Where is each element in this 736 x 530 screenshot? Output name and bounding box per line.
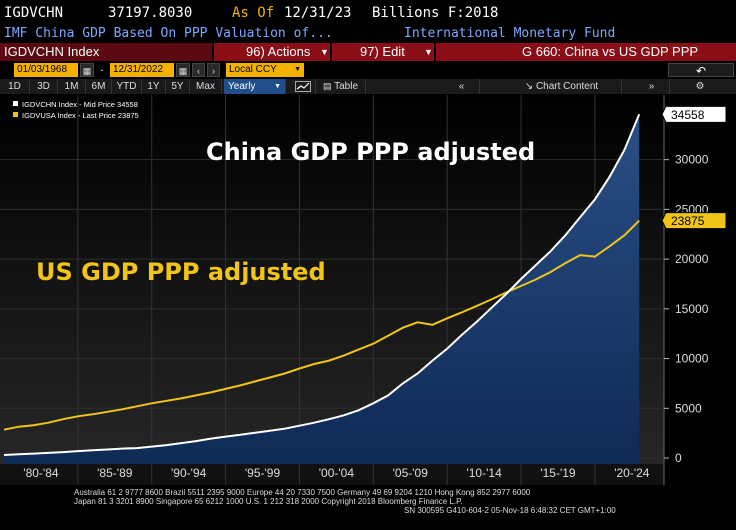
chart-title-box: G 660: China vs US GDP PPP (436, 43, 736, 61)
date-range-bar: 01/03/1968 ▦ - 12/31/2022 ▦ ‹ › Local CC… (0, 62, 736, 78)
chevron-down-icon: ▼ (424, 47, 433, 57)
edit-label: 97) Edit (360, 44, 405, 59)
actions-label: 96) Actions (246, 44, 311, 59)
index-name-box[interactable]: IGDVCHN Index (0, 43, 212, 61)
start-date-value: 01/03/1968 (17, 64, 68, 75)
header-bar: IGDVCHN 37197.8030 As Of 12/31/23 Billio… (0, 0, 736, 26)
range-dash: - (96, 63, 108, 77)
undo-icon[interactable]: ↶ (668, 63, 734, 78)
tab-ytd[interactable]: YTD (112, 79, 142, 94)
gear-icon[interactable]: ⚙ (695, 81, 705, 92)
actions-menu[interactable]: 96) Actions ▼ (214, 43, 330, 61)
table-button[interactable]: ▤ Table (316, 79, 366, 94)
y-tick-label: 20000 (675, 252, 709, 266)
frequency-value: Yearly (228, 81, 256, 92)
us-gdp-line[interactable] (3, 219, 640, 431)
expand-icon[interactable]: » (634, 79, 670, 94)
y-tick-label: 15000 (675, 302, 709, 316)
us-annotation: US GDP PPP adjusted (36, 258, 326, 286)
end-date-value: 12/31/2022 (113, 64, 164, 75)
x-tick-label: '90-'94 (171, 466, 207, 480)
tab-1d[interactable]: 1D (0, 79, 30, 94)
description: IMF China GDP Based On PPP Valuation of.… (4, 26, 333, 41)
y-tick-label: 10000 (675, 352, 709, 366)
x-tick-label: '85-'89 (97, 466, 133, 480)
prev-period-icon[interactable]: ‹ (192, 63, 205, 77)
edit-menu[interactable]: 97) Edit ▼ (332, 43, 434, 61)
chart-content-button[interactable]: ↘ Chart Content (502, 79, 622, 94)
frequency-select[interactable]: Yearly ▼ (224, 79, 286, 94)
tab-5y[interactable]: 5Y (166, 79, 190, 94)
y-tick-label: 5000 (675, 401, 702, 415)
footer-contacts-line: Australia 61 2 9777 8600 Brazil 5511 239… (74, 488, 531, 497)
legend-entry-us: IGDVUSA Index - Last Price 23875 (22, 111, 139, 120)
period-tabs: 1D 3D 1M 6M YTD 1Y 5Y Max Yearly ▼ ▤ Tab… (0, 79, 736, 94)
chevron-down-icon: ▼ (294, 66, 301, 73)
footer: Australia 61 2 9777 8600 Brazil 5511 239… (0, 486, 736, 530)
tab-1y[interactable]: 1Y (142, 79, 166, 94)
china-gdp-line[interactable] (3, 113, 641, 456)
china-last-value-badge: 34558 (661, 105, 727, 123)
x-tick-label: '10-'14 (466, 466, 502, 480)
tab-3d[interactable]: 3D (30, 79, 58, 94)
x-axis-ticks: '80-'84 '85-'89 '90-'94 '95-'99 '00-'04 '05-'… (23, 466, 650, 480)
china-annotation: China GDP PPP adjusted (206, 138, 535, 166)
source: International Monetary Fund (404, 26, 616, 41)
collapse-icon[interactable]: « (444, 79, 480, 94)
chart-content-label: Chart Content (535, 81, 599, 92)
table-icon: ▤ (322, 81, 332, 91)
chart-title-label: G 660: China vs US GDP PPP (522, 44, 699, 59)
y-tick-label: 30000 (675, 153, 709, 167)
calendar-icon[interactable]: ▦ (176, 63, 190, 77)
currency-value: Local CCY (229, 64, 277, 75)
as-of-label: As Of (232, 5, 275, 21)
x-axis-strip (0, 464, 664, 485)
legend-entry-china: IGDVCHN Index - Mid Price 34558 (22, 100, 138, 109)
chart-content-icon: ↘ (524, 81, 534, 92)
tab-6m[interactable]: 6M (86, 79, 112, 94)
index-name: IGDVCHN Index (4, 44, 100, 59)
china-last-value: 34558 (671, 108, 705, 122)
footer-copyright-line: Japan 81 3 3201 8900 Singapore 65 6212 1… (74, 497, 463, 506)
table-label: Table (334, 81, 359, 92)
next-period-icon[interactable]: › (207, 63, 220, 77)
legend-swatch-china (13, 101, 18, 106)
y-tick-label: 0 (675, 451, 682, 465)
tab-1m[interactable]: 1M (58, 79, 86, 94)
last-value: 37197.8030 (108, 5, 193, 21)
end-date-field[interactable]: 12/31/2022 (110, 63, 174, 77)
x-tick-label: '00-'04 (319, 466, 355, 480)
footer-session-line: SN 300595 G410-604-2 05-Nov-18 6:48:32 C… (404, 506, 616, 515)
x-tick-label: '95-'99 (245, 466, 281, 480)
ticker[interactable]: IGDVCHN (4, 5, 64, 21)
china-area-fill (4, 114, 640, 465)
x-tick-label: '20-'24 (614, 466, 650, 480)
currency-select[interactable]: Local CCY ▼ (226, 63, 304, 77)
units-label: Billions F:2018 (372, 5, 499, 21)
chevron-down-icon: ▼ (320, 47, 329, 57)
line-chart-icon[interactable] (290, 79, 316, 94)
us-last-value: 23875 (671, 214, 705, 228)
description-bar: IMF China GDP Based On PPP Valuation of.… (0, 26, 736, 42)
calendar-icon[interactable]: ▦ (80, 63, 94, 77)
legend: IGDVCHN Index - Mid Price 34558 IGDVUSA … (13, 100, 139, 120)
tab-max[interactable]: Max (190, 79, 222, 94)
as-of-date[interactable]: 12/31/23 (284, 5, 352, 21)
chevron-down-icon: ▼ (274, 83, 281, 90)
x-tick-label: '15-'19 (540, 466, 576, 480)
us-last-value-badge: 23875 (661, 212, 727, 230)
x-tick-label: '05-'09 (393, 466, 429, 480)
menu-bar: IGDVCHN Index 96) Actions ▼ 97) Edit ▼ G… (0, 43, 736, 61)
x-tick-label: '80-'84 (23, 466, 59, 480)
legend-swatch-us (13, 112, 18, 117)
start-date-field[interactable]: 01/03/1968 (14, 63, 78, 77)
